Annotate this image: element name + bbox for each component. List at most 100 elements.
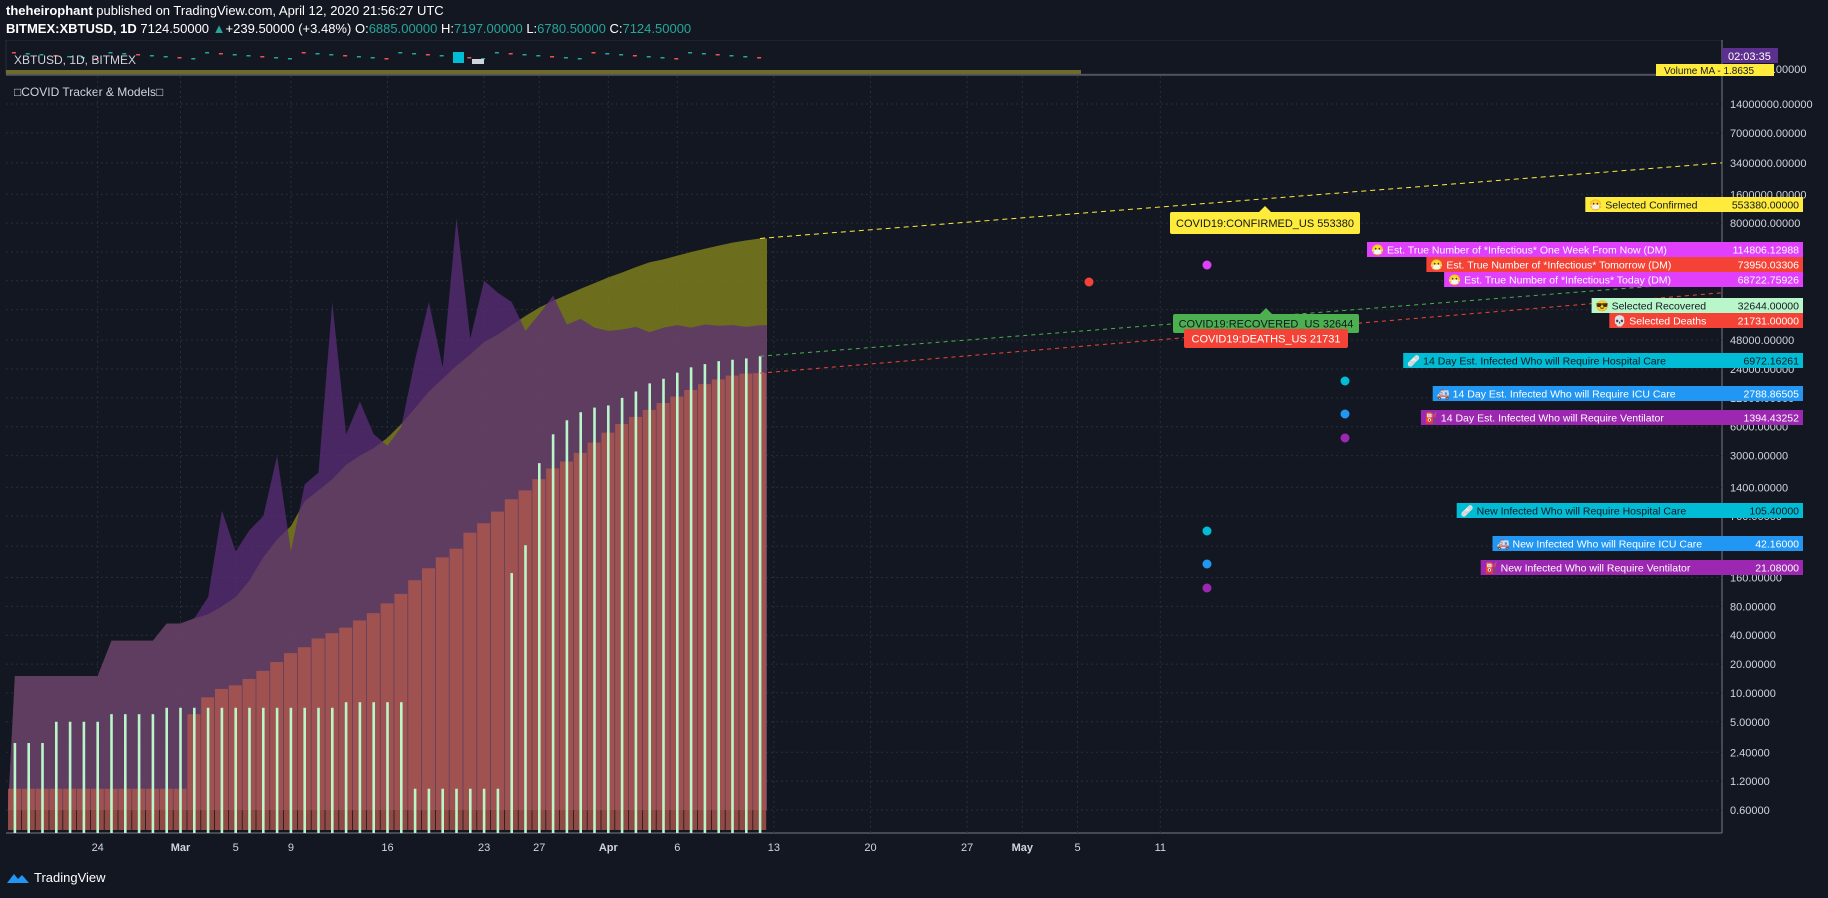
y-tick-label: 1400.00000 <box>1730 482 1788 494</box>
price-change: +239.50000 (+3.48%) <box>225 21 352 36</box>
price-candle <box>577 58 582 60</box>
right-label-value: 32644.00000 <box>1738 301 1799 313</box>
y-tick-label: 40.00000 <box>1730 630 1776 642</box>
recovered-bar <box>358 702 362 833</box>
tradingview-logo-icon <box>7 873 29 883</box>
recovered-bar <box>551 434 555 833</box>
price-candle <box>646 56 651 58</box>
high-label: H: <box>441 21 454 36</box>
publish-info: published on TradingView.com, April 12, … <box>96 3 444 18</box>
right-label-text: 😷 Est. True Number of *Infectious* One W… <box>1371 244 1667 257</box>
x-tick-label: 6 <box>674 842 680 854</box>
price-candle <box>108 52 113 54</box>
x-tick-label: 5 <box>233 842 239 854</box>
price-candle <box>218 53 223 55</box>
x-tick-label: 11 <box>1155 842 1166 854</box>
x-tick-label: 9 <box>288 842 294 854</box>
right-label-bg <box>1432 386 1803 401</box>
price-candle <box>619 54 624 56</box>
main-price-strip <box>6 52 1081 74</box>
price-candle <box>412 53 417 55</box>
deaths-bar <box>491 511 504 830</box>
price-candle <box>80 57 85 59</box>
author-name[interactable]: theheirophant <box>6 3 93 18</box>
confirmed-projection <box>760 162 1723 239</box>
right-label-bg <box>1403 353 1803 368</box>
recovered-bar <box>179 707 182 833</box>
time-badge-bg <box>1722 48 1778 63</box>
price-candle <box>472 59 484 64</box>
price-candle <box>287 58 292 60</box>
right-label-text: 😷 Est. True Number of *Infectious* Tomor… <box>1430 259 1671 272</box>
recovered-bar <box>193 707 196 833</box>
recovered-bar <box>124 714 127 833</box>
deaths-bar <box>408 580 422 830</box>
recovered-bar <box>289 707 293 833</box>
right-label-value: 21731.00000 <box>1738 316 1799 328</box>
y-tick-label: 14000000.00000 <box>1730 99 1813 111</box>
time-badge: 02:03:35 <box>1728 51 1771 63</box>
recovered-bar <box>703 364 707 833</box>
y-tick-label: 2.40000 <box>1730 747 1770 759</box>
recovered-bar <box>220 707 224 833</box>
low-label: L: <box>526 21 538 36</box>
price-candle <box>494 52 499 54</box>
price-candle <box>163 56 168 58</box>
x-tick-label: May <box>1012 842 1034 854</box>
price-candle <box>757 57 762 59</box>
right-label-bg <box>1585 197 1803 212</box>
recovered-bar <box>27 743 30 833</box>
recovered-bar <box>55 721 58 833</box>
right-label-text: ⛽ New Infected Who will Require Ventilat… <box>1485 562 1691 575</box>
right-label-value: 553380.00000 <box>1732 200 1799 212</box>
recovered-bar <box>317 707 320 833</box>
x-tick-label: 5 <box>1074 842 1080 854</box>
price-candle <box>11 52 16 54</box>
price-candle <box>453 52 464 63</box>
right-label-bg <box>1420 410 1803 425</box>
recovered-bar <box>758 356 762 833</box>
right-label-10: 🚑 New Infected Who will Require ICU Care… <box>1492 536 1803 551</box>
right-label-text: 💀 Selected Deaths <box>1613 315 1706 328</box>
covid-chart[interactable]: XBTUSD, 1D, BITMEX2000000.0000002:03:35V… <box>0 40 1828 870</box>
callout-0: COVID19:CONFIRMED_US 553380 <box>1170 206 1360 234</box>
recovered-bar <box>234 707 237 833</box>
price-candle <box>398 52 403 54</box>
x-tick-label: Mar <box>171 842 191 854</box>
recovered-bar <box>717 361 720 833</box>
callout-bg <box>1170 212 1360 234</box>
right-label-value: 105.40000 <box>1749 506 1799 518</box>
right-label-value: 68722.75926 <box>1738 275 1799 287</box>
price-candle <box>467 57 472 59</box>
price-candle <box>632 55 637 57</box>
right-label-bg <box>1480 560 1803 575</box>
price-candle <box>122 53 127 55</box>
callout-bg <box>1173 314 1359 333</box>
right-label-text: 🩹 14 Day Est. Infected Who will Require … <box>1407 355 1666 368</box>
price-candle <box>343 55 348 57</box>
recovered-bar <box>441 788 444 833</box>
recovered-bar <box>372 702 375 833</box>
right-label-7: 🚑 14 Day Est. Infected Who will Require … <box>1432 386 1803 401</box>
right-label-5: 💀 Selected Deaths 21731.00000 <box>1609 313 1803 328</box>
symbol-name: BITMEX:XBTUSD, 1D <box>6 21 137 36</box>
close-value: 7124.50000 <box>622 21 692 36</box>
price-candle <box>94 58 99 60</box>
price-candle <box>439 55 444 57</box>
recovered-bar <box>151 714 155 833</box>
right-label-bg <box>1492 536 1803 551</box>
deaths-bar <box>422 568 435 830</box>
price-candle <box>301 52 306 54</box>
recovered-bar <box>303 707 306 833</box>
y-tick-label: 10.00000 <box>1730 688 1776 700</box>
volume-badge-bg <box>1656 64 1774 76</box>
recovered-bar <box>331 707 334 833</box>
high-value: 7197.00000 <box>454 21 523 36</box>
right-label-bg <box>1426 257 1803 272</box>
recovered-bar <box>386 702 389 833</box>
right-label-value: 6972.16261 <box>1744 356 1800 368</box>
recovered-bar <box>469 788 472 833</box>
tradingview-footer[interactable]: TradingView <box>6 870 106 885</box>
x-tick-label: Apr <box>599 842 619 854</box>
projection-dot <box>1340 409 1350 419</box>
